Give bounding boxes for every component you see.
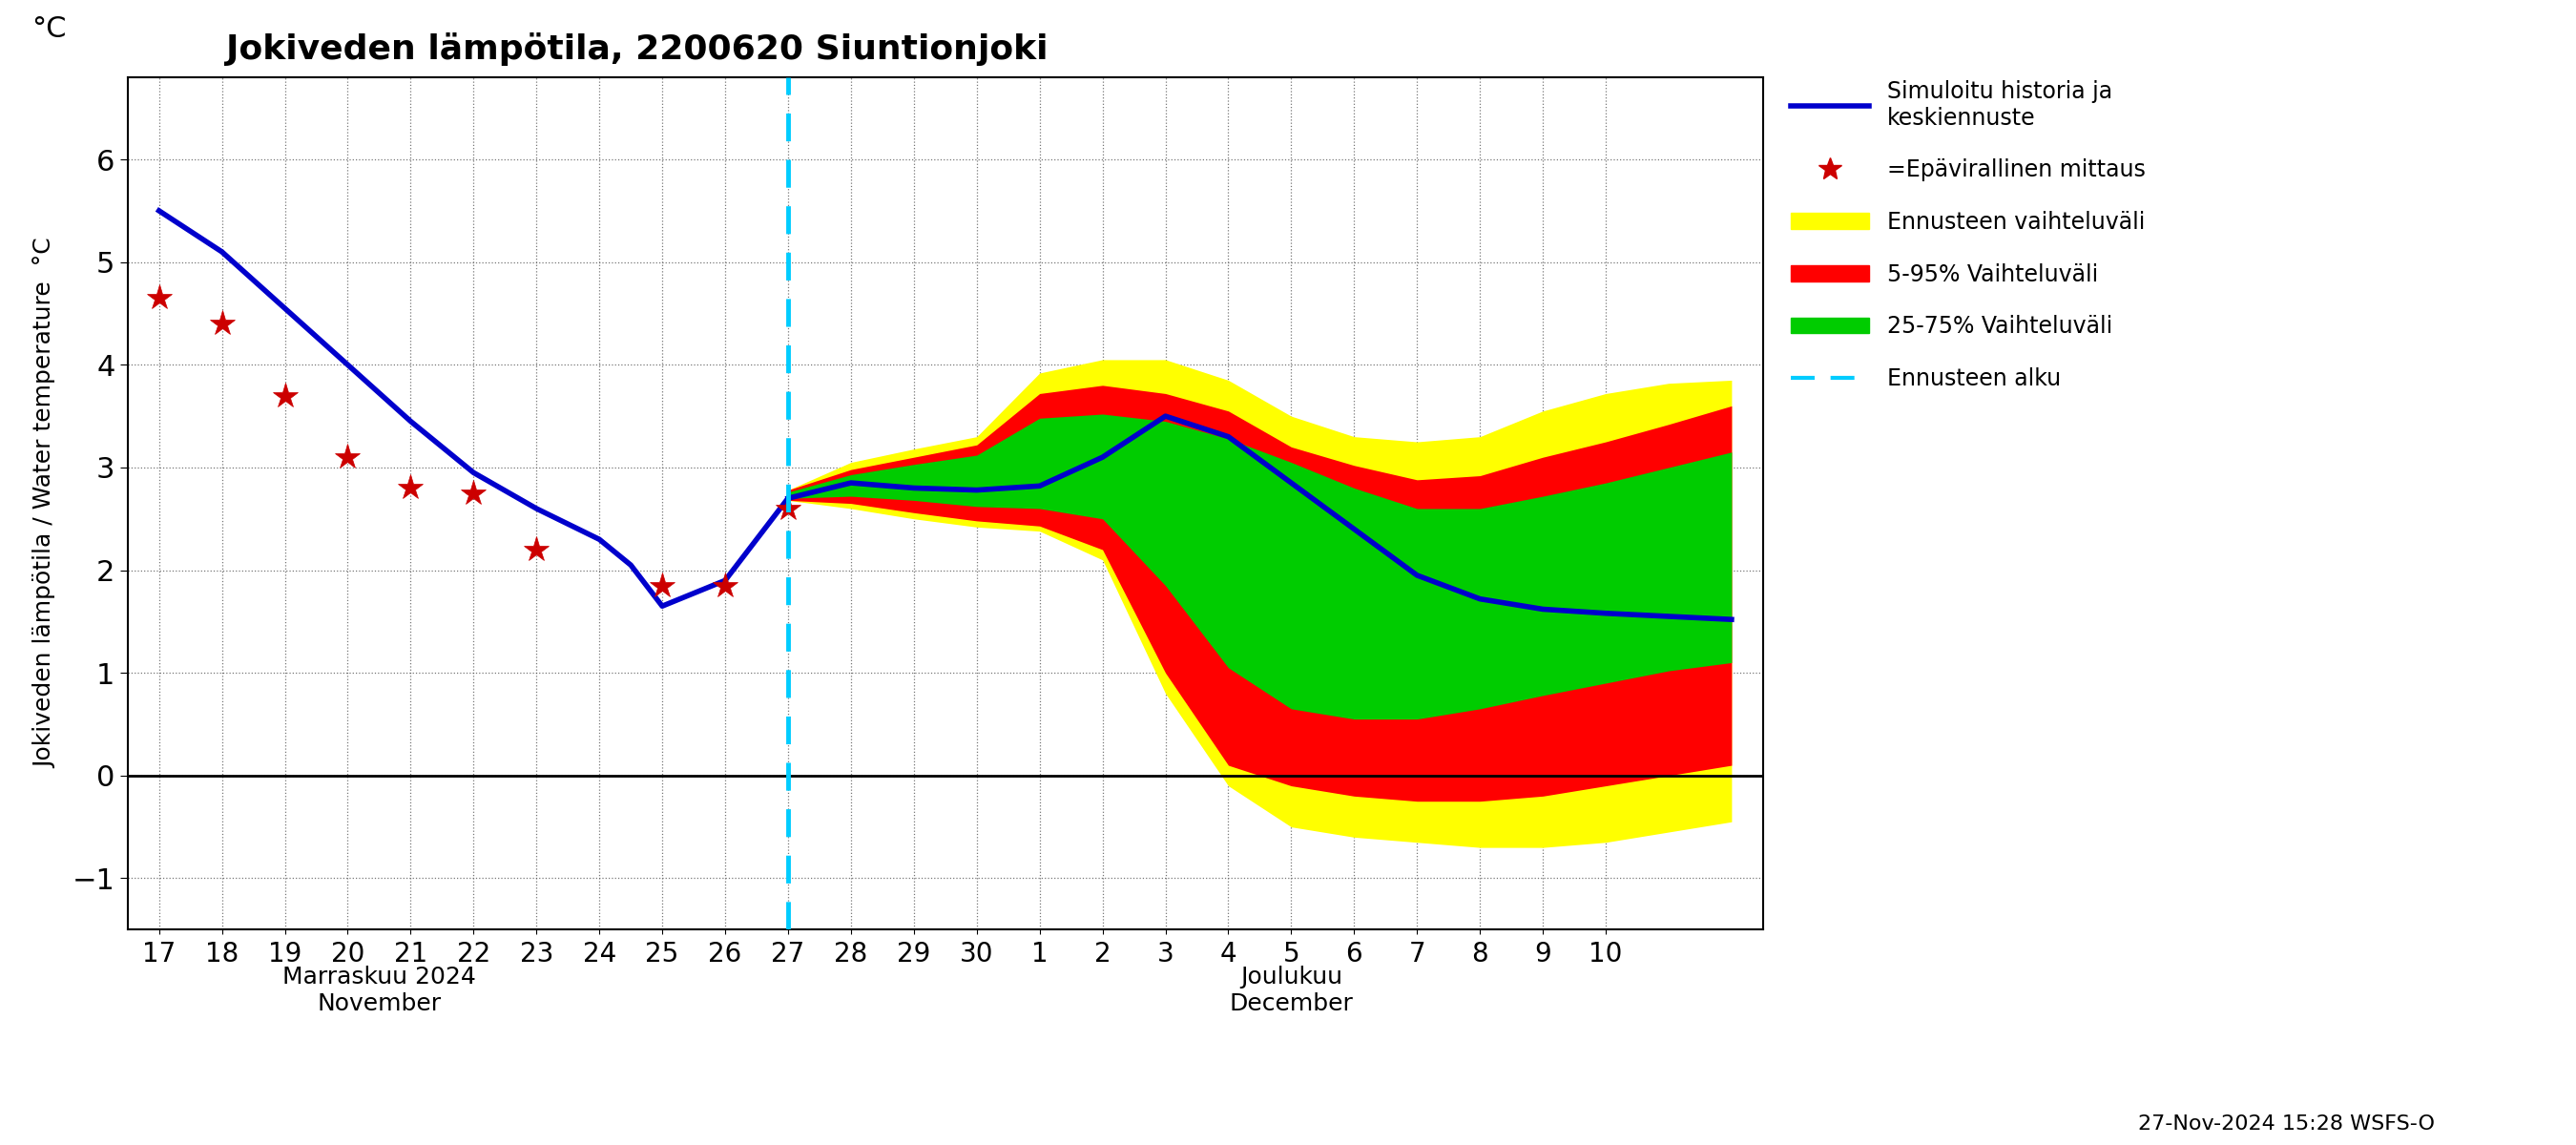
Text: °C: °C bbox=[31, 16, 67, 44]
Legend: Simuloitu historia ja
keskiennuste, =Epävirallinen mittaus, Ennusteen vaihteluvä: Simuloitu historia ja keskiennuste, =Epä… bbox=[1790, 80, 2146, 390]
Text: Marraskuu 2024
November: Marraskuu 2024 November bbox=[283, 965, 477, 1014]
Text: Jokiveden lämpötila, 2200620 Siuntionjoki: Jokiveden lämpötila, 2200620 Siuntionjok… bbox=[227, 32, 1048, 65]
Text: Joulukuu
December: Joulukuu December bbox=[1229, 965, 1352, 1014]
Text: 27-Nov-2024 15:28 WSFS-O: 27-Nov-2024 15:28 WSFS-O bbox=[2138, 1114, 2434, 1134]
Y-axis label: Jokiveden lämpötila / Water temperature  °C: Jokiveden lämpötila / Water temperature … bbox=[33, 238, 57, 768]
